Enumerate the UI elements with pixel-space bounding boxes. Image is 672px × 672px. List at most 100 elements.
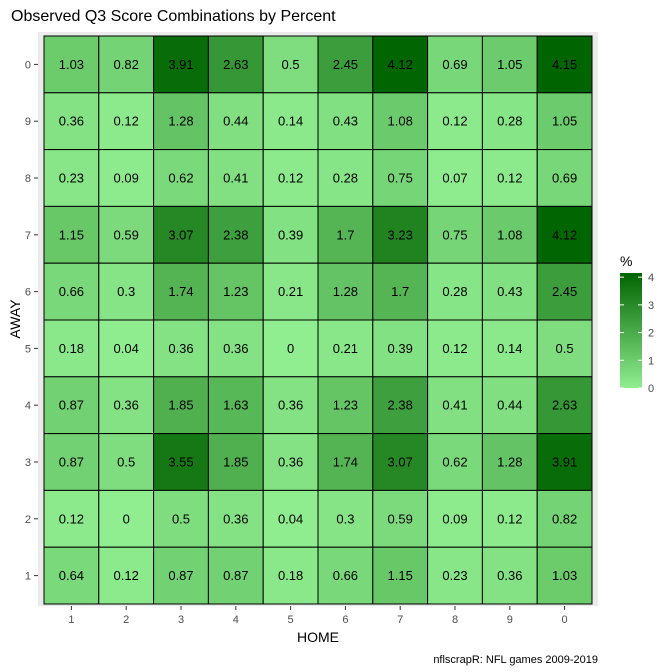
cell-value-label: 0.87: [59, 455, 84, 470]
y-tick-label: 9: [25, 116, 31, 128]
heatmap-cell-away-2-home-6: [317, 489, 374, 548]
heatmap-cell-away-3-home-0: [536, 433, 593, 491]
legend-ticks: 0 1 2 3 4: [620, 272, 654, 395]
heatmap-cell-away-8-home-2: [98, 149, 155, 207]
cell-value-label: 2.63: [552, 398, 577, 413]
y-axis-ticks: 0 9 8 7 6 5 4 3 2 1: [25, 59, 38, 583]
heatmap-cell-away-2-home-9: [481, 489, 538, 548]
heatmap-cell-away-8-home-9: [481, 149, 538, 207]
cell-value-label: 0.43: [333, 114, 358, 129]
heatmap-cell-away-3-home-6: [317, 433, 374, 491]
heatmap-cell-away-1-home-9: [481, 546, 538, 605]
heatmap-cell-away-6-home-3: [153, 262, 209, 321]
heatmap-cells: [43, 35, 593, 605]
cell-value-label: 0.36: [223, 341, 248, 356]
cell-value-label: 0.39: [278, 227, 303, 242]
cell-value-label: 0.75: [442, 227, 467, 242]
heatmap-cell-away-6-home-0: [536, 262, 593, 321]
cell-value-label: 1.85: [168, 398, 193, 413]
x-axis-title: HOME: [297, 629, 339, 645]
legend-tick-label: 4: [648, 272, 654, 284]
heatmap-cell-away-3-home-2: [98, 433, 155, 491]
heatmap-cell-away-1-home-2: [98, 546, 155, 605]
heatmap-cell-away-6-home-7: [372, 262, 429, 321]
legend-tick-label: 1: [648, 355, 654, 367]
cell-value-label: 3.91: [168, 57, 193, 72]
heatmap-cell-away-3-home-3: [153, 433, 209, 491]
cell-value-label: 0.82: [552, 511, 577, 526]
heatmap-cell-away-5-home-8: [427, 319, 483, 378]
cell-value-label: 0.5: [282, 57, 300, 72]
heatmap-cell-away-4-home-5: [262, 376, 319, 435]
cell-value-label: 0.36: [497, 568, 522, 583]
heatmap-cell-away-9-home-8: [427, 92, 483, 151]
cell-value-label: 1.15: [388, 568, 413, 583]
x-tick-label: 2: [123, 614, 129, 626]
cell-value-label: 0.66: [59, 284, 84, 299]
cell-value-label: 0.3: [336, 511, 354, 526]
heatmap-cell-away-1-home-0: [536, 546, 593, 605]
heatmap-cell-away-3-home-7: [372, 433, 429, 491]
cell-value-label: 0.14: [497, 341, 522, 356]
cell-value-label: 3.23: [388, 227, 413, 242]
cell-value-label: 0.36: [114, 398, 139, 413]
cell-value-label: 0.14: [278, 114, 303, 129]
cell-value-label: 0.36: [59, 114, 84, 129]
heatmap-cell-away-7-home-0: [536, 205, 593, 264]
heatmap-cell-away-7-home-9: [481, 205, 538, 264]
cell-value-label: 0.87: [223, 568, 248, 583]
legend-tick-label: 0: [648, 383, 654, 395]
y-tick-label: 0: [25, 59, 31, 71]
cell-value-label: 1.23: [223, 284, 248, 299]
cell-value-label: 1.7: [336, 227, 354, 242]
cell-value-label: 2.45: [552, 284, 577, 299]
heatmap-cell-away-1-home-3: [153, 546, 209, 605]
cell-value-label: 0.69: [442, 57, 467, 72]
cell-value-label: 0: [287, 341, 294, 356]
x-tick-label: 9: [507, 614, 513, 626]
cell-value-label: 0.12: [114, 568, 139, 583]
cell-value-label: 0.28: [442, 284, 467, 299]
y-axis-title: AWAY: [7, 299, 23, 339]
legend-tick-label: 3: [648, 300, 654, 312]
heatmap-cell-away-9-home-0: [536, 92, 593, 151]
y-tick-label: 4: [25, 400, 31, 412]
cell-value-label: 1.28: [333, 284, 358, 299]
cell-value-label: 0.5: [556, 341, 574, 356]
heatmap-cell-away-2-home-5: [262, 489, 319, 548]
cell-value-label: 0.23: [442, 568, 467, 583]
cell-value-label: 0.07: [442, 171, 467, 186]
heatmap-cell-away-5-home-6: [317, 319, 374, 378]
cell-value-label: 0.12: [497, 171, 522, 186]
heatmap-cell-away-9-home-2: [98, 92, 155, 151]
x-tick-label: 1: [68, 614, 74, 626]
cell-value-label: 2.38: [223, 227, 248, 242]
cell-value-label: 0.43: [497, 284, 522, 299]
cell-value-label: 0.28: [497, 114, 522, 129]
cell-value-label: 1.7: [391, 284, 409, 299]
heatmap-cell-away-9-home-3: [153, 92, 209, 151]
cell-value-label: 0.5: [172, 511, 190, 526]
cell-value-label: 0.62: [168, 171, 193, 186]
y-tick-label: 7: [25, 230, 31, 242]
cell-value-label: 2.63: [223, 57, 248, 72]
heatmap-cell-away-4-home-8: [427, 376, 483, 435]
cell-value-label: 1.85: [223, 455, 248, 470]
cell-value-label: 1.15: [59, 227, 84, 242]
cell-value-label: 1.74: [168, 284, 193, 299]
heatmap-cell-away-9-home-7: [372, 92, 429, 151]
heatmap-cell-away-5-home-4: [207, 319, 264, 378]
chart-title: Observed Q3 Score Combinations by Percen…: [11, 8, 336, 25]
x-tick-label: 7: [397, 614, 403, 626]
heatmap-cell-away-0-home-3: [153, 35, 209, 94]
cell-value-label: 2.45: [333, 57, 358, 72]
heatmap-cell-away-4-home-0: [536, 376, 593, 435]
cell-value-label: 0.75: [388, 171, 413, 186]
heatmap-cell-away-4-home-4: [207, 376, 264, 435]
cell-value-label: 1.23: [333, 398, 358, 413]
cell-value-label: 3.07: [168, 227, 193, 242]
heatmap-cell-away-8-home-5: [262, 149, 319, 207]
heatmap-cell-away-6-home-8: [427, 262, 483, 321]
cell-value-label: 1.63: [223, 398, 248, 413]
heatmap-cell-away-3-home-9: [481, 433, 538, 491]
